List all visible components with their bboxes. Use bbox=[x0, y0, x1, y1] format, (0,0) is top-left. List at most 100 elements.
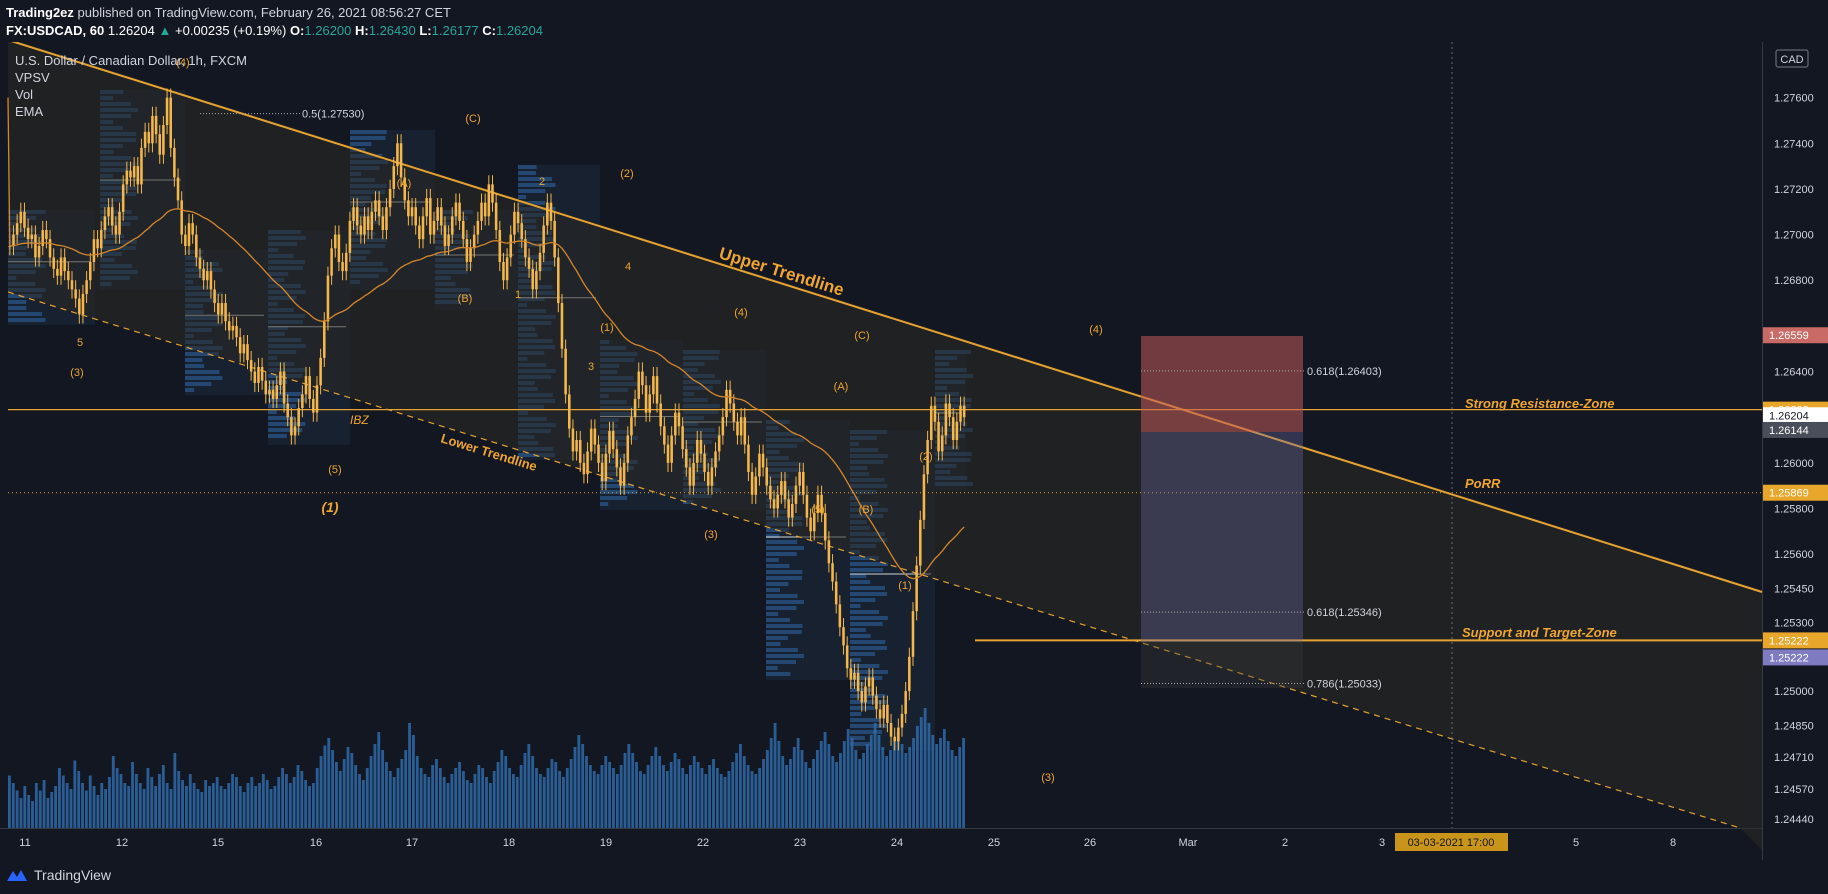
volume-bar bbox=[88, 775, 92, 828]
fib-level-label: 0.618(1.26403) bbox=[1307, 366, 1382, 378]
volume-bar bbox=[361, 780, 365, 828]
time-axis[interactable] bbox=[0, 828, 1762, 861]
candle-body bbox=[926, 440, 929, 475]
volume-bar bbox=[331, 750, 335, 828]
author-name[interactable]: Trading2ez bbox=[6, 5, 74, 20]
candle-body bbox=[399, 143, 403, 178]
price-tick-label: 1.26800 bbox=[1774, 275, 1814, 287]
candle-body bbox=[118, 211, 121, 235]
ohlc-line: FX:USDCAD, 60 1.26204 ▲ +0.00235 (+0.19%… bbox=[6, 23, 543, 38]
wave-label: (C) bbox=[465, 113, 480, 125]
volume-bar bbox=[304, 780, 308, 828]
candle-body bbox=[575, 440, 578, 452]
volume-bar bbox=[654, 747, 658, 828]
wave-label: (1) bbox=[600, 322, 613, 334]
candle-body bbox=[630, 417, 633, 436]
volume-bar bbox=[742, 756, 746, 828]
candle-body bbox=[951, 417, 955, 440]
volume-bar bbox=[211, 783, 215, 828]
volume-bar bbox=[50, 792, 54, 828]
candle-body bbox=[290, 417, 293, 436]
volume-bar bbox=[354, 765, 358, 828]
volume-bar bbox=[519, 765, 523, 828]
candle-body bbox=[812, 513, 816, 532]
legend-item-vpsv[interactable]: VPSV bbox=[15, 70, 50, 85]
volume-profile-bar bbox=[766, 582, 789, 586]
volume-bar bbox=[731, 762, 735, 828]
currency-badge-box bbox=[1775, 49, 1809, 68]
volume-bar bbox=[300, 771, 304, 828]
volume-profile-bar bbox=[766, 546, 804, 550]
candle-body bbox=[67, 271, 70, 281]
candle-body bbox=[831, 563, 834, 582]
price-badge-box bbox=[1763, 421, 1828, 438]
volume-bar bbox=[750, 771, 754, 828]
candle-body bbox=[776, 494, 779, 509]
candle-body bbox=[34, 234, 37, 258]
candle-body bbox=[99, 230, 103, 249]
candle-body bbox=[162, 125, 165, 155]
up-arrow-icon: ▲ bbox=[158, 23, 172, 38]
legend-item-ema[interactable]: EMA bbox=[15, 104, 44, 119]
volume-profile-bar bbox=[766, 552, 797, 556]
volume-bar bbox=[842, 741, 846, 828]
volume-bar bbox=[127, 786, 131, 828]
volume-profile-bar bbox=[850, 562, 888, 566]
volume-bar bbox=[931, 735, 935, 828]
candle-body bbox=[557, 257, 560, 304]
candle-body bbox=[578, 440, 582, 463]
volume-bar bbox=[373, 744, 377, 828]
fib-level-label: 0.618(1.25346) bbox=[1307, 607, 1382, 619]
candle-body bbox=[110, 207, 114, 226]
candle-body bbox=[538, 252, 542, 272]
candle-body bbox=[626, 435, 630, 463]
volume-bar bbox=[46, 798, 50, 828]
volume-bar bbox=[419, 768, 423, 828]
volume-profile-bar bbox=[185, 364, 205, 368]
wave-label: (3) bbox=[70, 367, 83, 379]
price-axis[interactable] bbox=[1762, 42, 1828, 860]
close-value: 1.26204 bbox=[495, 23, 543, 38]
volume-bar bbox=[65, 783, 69, 828]
volume-bar bbox=[904, 753, 908, 828]
candle-body bbox=[326, 275, 330, 322]
volume-bar bbox=[954, 756, 958, 828]
target-zone bbox=[1141, 432, 1303, 642]
price-tick-label: 1.26400 bbox=[1774, 367, 1814, 379]
candle-body bbox=[600, 462, 604, 482]
candle-body bbox=[129, 170, 132, 178]
price-chart[interactable]: 0.5(1.27530) 0.618(1.26403) 0.618(1.25346)… bbox=[0, 42, 1828, 860]
volume-bar bbox=[265, 780, 269, 828]
candle-body bbox=[615, 449, 619, 468]
tradingview-logo[interactable]: TradingView bbox=[6, 867, 111, 883]
candle-body bbox=[15, 223, 19, 235]
volume-profile-bar bbox=[600, 490, 638, 494]
axes: 1.27600 1.27400 1.27200 1.27000 1.26800 1.264… bbox=[19, 49, 1828, 851]
volume-bar bbox=[473, 774, 477, 828]
candle-body bbox=[546, 202, 549, 226]
legend-item-vol[interactable]: Vol bbox=[15, 87, 34, 102]
volume-bar bbox=[142, 789, 146, 828]
volume-bar bbox=[619, 765, 623, 828]
volume-bar bbox=[588, 765, 592, 828]
volume-bar bbox=[19, 798, 23, 828]
candle-body bbox=[246, 344, 249, 361]
target-extension bbox=[1141, 642, 1303, 688]
candle-body bbox=[520, 223, 524, 240]
candle-body bbox=[589, 428, 593, 452]
volume-bar bbox=[869, 735, 873, 828]
time-tick-label: 15 bbox=[212, 837, 224, 849]
candle-body bbox=[706, 471, 710, 486]
wave-label: (3) bbox=[704, 529, 717, 541]
volume-bar bbox=[319, 756, 323, 828]
wave-label: 4 bbox=[625, 261, 631, 273]
candle-body bbox=[78, 298, 81, 315]
volume-profile-bar bbox=[766, 588, 781, 592]
volume-profile-bar bbox=[600, 496, 628, 500]
candle-body bbox=[933, 405, 937, 422]
volume-bar bbox=[558, 771, 562, 828]
candle-body bbox=[904, 691, 907, 714]
candle-body bbox=[56, 268, 59, 276]
volume-bar bbox=[488, 783, 492, 828]
candle-body bbox=[429, 198, 432, 235]
